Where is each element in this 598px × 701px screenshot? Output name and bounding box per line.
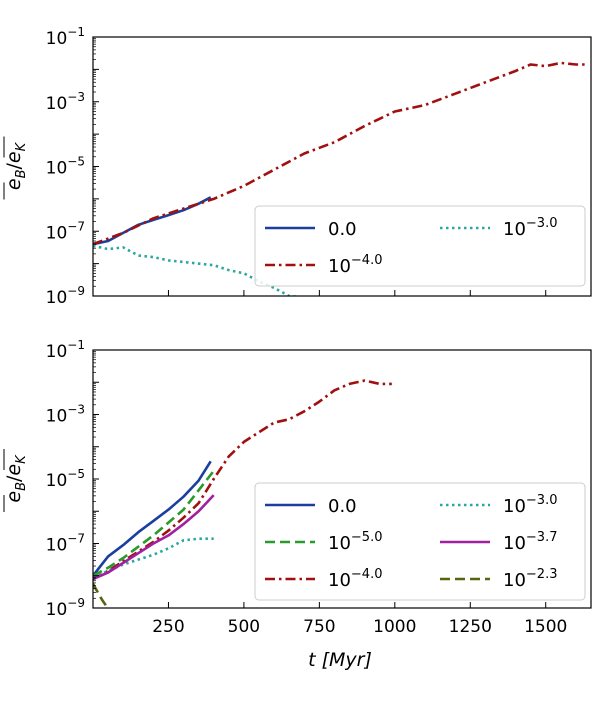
y-tick-label-0: 10−1: [46, 25, 85, 49]
bottom-panel: 250 500 750 1000 1250 150010−110−310−510−710−…: [3, 338, 592, 637]
legend-label-2: 10−3.0: [503, 216, 557, 240]
y-tick-base: 10: [46, 223, 68, 243]
series-line-2: [93, 379, 392, 581]
legend-label-base: 10: [328, 256, 351, 277]
y-tick-base: 10: [46, 29, 68, 49]
legend-label-3: 10−3.0: [503, 493, 557, 517]
y-tick-base: 10: [46, 536, 68, 556]
y-tick-base: 10: [46, 471, 68, 491]
legend-label-base: 10: [328, 570, 351, 591]
x-tick-label-0: 250: [152, 617, 184, 637]
legend-label-5: 10−2.3: [503, 567, 557, 591]
legend-label-base: 10: [503, 496, 526, 517]
legend-label-base: 10: [328, 533, 351, 554]
ylabel-den-sub: K: [14, 141, 29, 151]
legend-label-exp: −5.0: [351, 530, 383, 545]
y-tick-base: 10: [46, 94, 68, 114]
ylabel-num-sub: B: [14, 482, 29, 491]
x-tick-label-4: 1250: [449, 617, 492, 637]
x-axis-label-var: t [Myr]: [308, 649, 372, 671]
legend-label-exp: −3.0: [526, 216, 558, 231]
series-line-1: [93, 61, 588, 246]
y-tick-exp: −5: [67, 155, 85, 169]
legend-label-0: 0.0: [328, 496, 357, 517]
legend-label-2: 10−4.0: [328, 567, 382, 591]
series-line-4: [93, 494, 215, 581]
y-tick-label-1: 10−3: [46, 403, 85, 427]
x-tick-label-2: 750: [303, 617, 335, 637]
series-line-1: [93, 470, 215, 577]
series-line-5: [93, 583, 112, 608]
y-tick-exp: −3: [67, 90, 85, 104]
legend-label-exp: −2.3: [526, 567, 558, 582]
series-line-2: [93, 244, 302, 296]
legend-label-exp: −3.0: [526, 493, 558, 508]
y-tick-exp: −1: [67, 338, 85, 352]
x-tick-label-3: 1000: [373, 617, 416, 637]
y-axis-label: eB/eK: [3, 136, 29, 200]
y-tick-label-3: 10−7: [46, 532, 85, 556]
y-tick-label-2: 10−5: [46, 155, 85, 179]
ylabel-slash: /: [3, 475, 25, 482]
y-tick-exp: −1: [67, 25, 85, 39]
y-tick-exp: −3: [67, 403, 85, 417]
series-line-3: [93, 537, 214, 579]
y-tick-base: 10: [46, 288, 68, 308]
legend: 0.010−5.010−4.010−3.010−3.710−2.3: [254, 482, 586, 601]
legend-label-exp: −3.7: [526, 530, 558, 545]
y-tick-exp: −9: [67, 596, 85, 610]
legend-label-1: 10−4.0: [328, 253, 382, 277]
y-tick-label-4: 10−9: [46, 596, 85, 620]
series-line-0: [93, 460, 212, 577]
ylabel-num: e: [3, 178, 25, 190]
legend-label-exp: −4.0: [351, 567, 383, 582]
legend-label-base: 10: [503, 533, 526, 554]
y-tick-base: 10: [46, 407, 68, 427]
y-tick-label-0: 10−1: [46, 338, 85, 362]
ylabel-num-sub: B: [14, 169, 29, 178]
legend-label-base: 0.0: [328, 496, 357, 517]
x-axis-label: t [Myr]: [308, 649, 372, 671]
y-tick-exp: −7: [67, 219, 85, 233]
series-group: [93, 61, 588, 296]
top-panel: 10−110−310−510−710−9eB/eK0.010−4.010−3.0: [3, 25, 592, 308]
ylabel-den: e: [3, 151, 25, 163]
ylabel-slash: /: [3, 163, 25, 170]
legend-label-exp: −4.0: [351, 253, 383, 268]
legend-label-base: 10: [503, 219, 526, 240]
y-tick-exp: −7: [67, 532, 85, 546]
legend-label-base: 0.0: [328, 219, 357, 240]
ylabel-num: e: [3, 491, 25, 503]
series-group: [93, 379, 392, 608]
legend: 0.010−4.010−3.0: [254, 205, 586, 287]
y-axis-label: eB/eK: [3, 449, 29, 512]
y-tick-base: 10: [46, 342, 68, 362]
legend-label-4: 10−3.7: [503, 530, 557, 554]
legend-label-1: 10−5.0: [328, 530, 382, 554]
y-tick-label-3: 10−7: [46, 219, 85, 243]
legend-frame: [254, 205, 586, 287]
legend-frame: [254, 482, 586, 601]
ylabel-den: e: [3, 464, 25, 476]
y-tick-base: 10: [46, 159, 68, 179]
legend-label-0: 0.0: [328, 219, 357, 240]
ylabel-den-sub: K: [14, 454, 29, 464]
y-tick-base: 10: [46, 600, 68, 620]
y-tick-label-2: 10−5: [46, 467, 85, 491]
x-tick-label-5: 1500: [524, 617, 567, 637]
legend-label-base: 10: [503, 570, 526, 591]
y-axis-label-text: eB/eK: [3, 454, 29, 503]
y-tick-label-1: 10−3: [46, 90, 85, 114]
x-tick-label-1: 500: [228, 617, 260, 637]
y-tick-label-4: 10−9: [46, 284, 85, 308]
y-tick-exp: −5: [67, 467, 85, 481]
y-tick-exp: −9: [67, 284, 85, 298]
y-axis-label-text: eB/eK: [3, 141, 29, 190]
